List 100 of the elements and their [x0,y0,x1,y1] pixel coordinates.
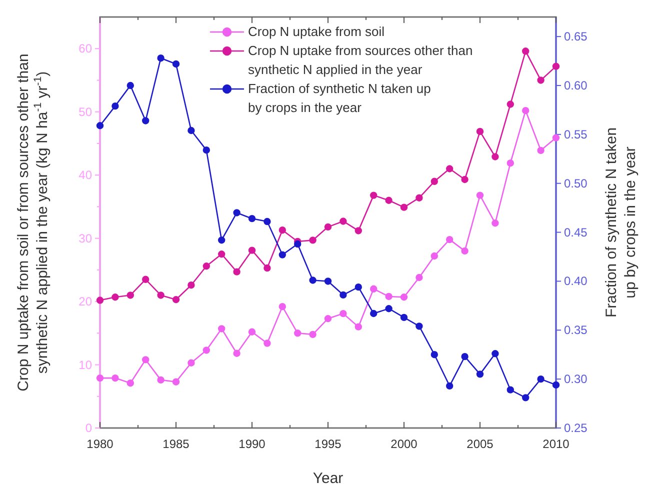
point [324,278,332,285]
point [506,386,514,394]
point [172,60,180,68]
point [172,296,180,304]
point [309,236,316,244]
y2-axis-title: Fraction of synthetic N taken up by crops in the year [603,127,639,318]
point [537,76,544,84]
point [385,305,392,312]
point [340,218,347,225]
x-tick-label: 1995 [314,437,342,451]
point [126,292,134,299]
point [278,302,286,310]
point [294,240,302,248]
point [506,159,514,167]
point [112,102,119,110]
point [278,226,286,234]
point [202,146,210,154]
point [233,350,240,357]
point [354,323,362,330]
point [233,268,240,276]
point [416,322,423,330]
point [309,330,316,338]
point [552,62,560,70]
y2-tick-label: 0.65 [564,30,588,44]
point [492,350,499,358]
y-tick-label: 20 [78,294,92,309]
point [354,283,362,291]
point [188,359,195,366]
point [476,128,484,136]
point [492,220,499,227]
point [172,378,180,386]
point [430,178,438,185]
point [218,236,226,244]
y2-tick-label: 0.50 [564,176,588,190]
y2-tick-label: 0.55 [564,127,588,142]
y2-tick-label: 0.45 [564,225,588,240]
point [248,214,256,222]
legend-label: Crop N uptake from soil [248,24,385,39]
point [340,291,347,299]
point [264,264,271,272]
point [96,374,104,382]
point [218,250,226,258]
point [461,352,468,360]
point [233,209,240,216]
point [552,134,560,142]
point [126,380,134,387]
y-tick-label: 30 [78,231,92,246]
y-tick-label: 10 [78,358,92,372]
point [188,282,195,289]
point [385,292,392,300]
point [522,48,530,55]
point [370,285,378,292]
point [446,382,454,390]
point [202,346,210,354]
point [340,310,347,318]
point [430,351,438,358]
point [537,146,544,154]
point [264,340,271,347]
point [430,252,438,260]
point [264,218,271,226]
y-tick-label: 60 [78,42,92,56]
x-tick-label: 2000 [390,437,418,451]
point [370,192,378,199]
y2-tick-label: 0.40 [564,274,588,288]
y2-tick-label: 0.60 [564,78,588,92]
point [157,54,164,62]
point [461,247,468,255]
legend-label: Fraction of synthetic N taken up by crops in the year [248,81,431,115]
point [188,126,195,134]
point [446,165,454,172]
point [385,196,392,204]
point [142,276,150,284]
point [248,328,256,336]
point [537,375,544,383]
point [522,106,530,114]
point [461,176,468,184]
point [202,262,210,270]
x-tick-label: 1980 [86,437,114,451]
point [476,192,484,199]
point [112,294,119,301]
point [248,246,256,254]
y2-tick-label: 0.25 [564,421,588,435]
point [142,356,150,364]
x-tick-label: 1990 [238,437,266,451]
y-tick-label: 40 [78,168,92,182]
x-tick-label: 2010 [542,437,570,451]
point [354,227,362,234]
point [157,376,164,384]
point [552,381,560,389]
point [324,315,332,322]
point [492,153,499,160]
point [294,330,302,337]
point [400,294,408,301]
point [157,292,164,299]
point [218,325,226,332]
point [324,223,332,231]
y2-tick-label: 0.35 [564,323,588,338]
point [400,314,408,322]
point [400,204,408,211]
point [446,236,454,244]
